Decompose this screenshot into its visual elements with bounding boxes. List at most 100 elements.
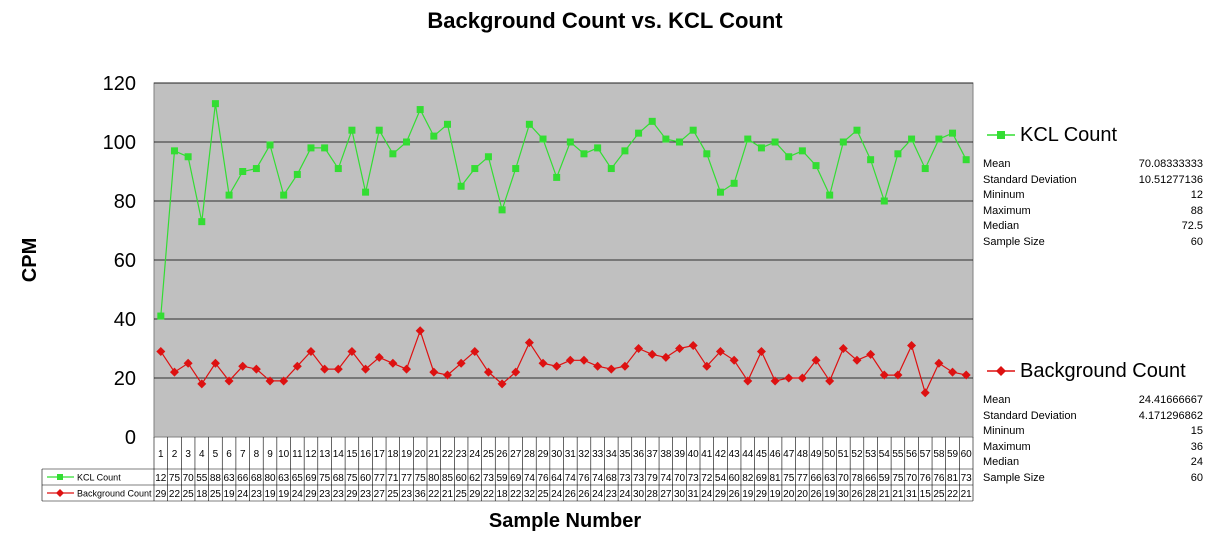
table-cell: 66 xyxy=(237,473,249,484)
stat-value: 24 xyxy=(1190,456,1203,468)
table-cell: 63 xyxy=(278,473,290,484)
table-cell: 69 xyxy=(305,473,317,484)
table-cell: 22 xyxy=(169,489,181,500)
data-point xyxy=(920,388,930,398)
data-point xyxy=(252,165,260,173)
table-cell: 26 xyxy=(810,489,822,500)
table-cell: 19 xyxy=(824,489,836,500)
stat-label: Standard Deviation xyxy=(983,409,1077,422)
x-tick-label: 10 xyxy=(278,449,290,460)
x-tick-label: 51 xyxy=(838,449,850,460)
table-cell: 22 xyxy=(483,489,495,500)
data-point xyxy=(456,358,466,368)
data-point xyxy=(594,144,602,152)
data-point xyxy=(225,191,233,199)
table-cell: 26 xyxy=(578,489,590,500)
data-point xyxy=(852,355,862,365)
stat-row: Median 72.5 xyxy=(983,219,1203,235)
stat-label: Median xyxy=(983,220,1020,232)
data-point xyxy=(620,361,630,371)
data-point xyxy=(593,361,603,371)
table-cell: 21 xyxy=(892,489,904,500)
table-cell: 59 xyxy=(879,473,891,484)
stat-value: 4.171296862 xyxy=(1138,409,1203,422)
table-cell: 85 xyxy=(442,473,454,484)
data-point xyxy=(715,346,725,356)
x-tick-label: 12 xyxy=(305,449,317,460)
x-tick-label: 50 xyxy=(824,449,836,460)
table-cell: 23 xyxy=(360,489,372,500)
table-cell: 75 xyxy=(319,473,331,484)
table-cell: 70 xyxy=(183,473,195,484)
chart-title: Background Count vs. KCL Count xyxy=(427,8,783,33)
x-tick-label: 30 xyxy=(551,449,563,460)
data-point xyxy=(293,170,301,178)
x-tick-label: 9 xyxy=(267,449,273,460)
table-cell: 22 xyxy=(510,489,522,500)
x-tick-label: 16 xyxy=(360,449,372,460)
stat-value: 10.51277136 xyxy=(1138,173,1203,186)
table-cell: 77 xyxy=(797,473,809,484)
table-cell: 29 xyxy=(346,489,358,500)
data-point xyxy=(647,349,657,359)
data-point xyxy=(292,361,302,371)
data-point xyxy=(389,150,397,158)
x-tick-label: 7 xyxy=(240,449,246,460)
legend-label-background: Background Count xyxy=(1020,360,1186,382)
stat-value: 24.41666667 xyxy=(1138,394,1203,406)
data-point xyxy=(811,355,821,365)
stat-row: Standard Deviation 4.171296862 xyxy=(983,409,1203,425)
table-row-label: KCL Count xyxy=(77,473,121,483)
data-point xyxy=(416,106,424,114)
table-cell: 29 xyxy=(756,489,768,500)
data-point xyxy=(607,165,615,173)
table-cell: 23 xyxy=(401,489,413,500)
data-point xyxy=(442,370,452,380)
stat-value: 36 xyxy=(1190,440,1203,453)
data-point xyxy=(566,138,574,146)
data-point xyxy=(375,126,383,134)
table-cell: 76 xyxy=(920,473,932,484)
table-cell: 73 xyxy=(633,473,645,484)
x-tick-label: 14 xyxy=(333,449,345,460)
table-cell: 36 xyxy=(415,489,427,500)
table-cell: 23 xyxy=(606,489,618,500)
y-axis-label: CPM xyxy=(19,238,41,282)
table-cell: 27 xyxy=(374,489,386,500)
x-tick-label: 22 xyxy=(442,449,454,460)
table-cell: 73 xyxy=(688,473,700,484)
x-tick-label: 38 xyxy=(660,449,672,460)
data-point xyxy=(333,364,343,374)
table-cell: 31 xyxy=(688,489,700,500)
data-point xyxy=(361,364,371,374)
legend-marker-background xyxy=(987,366,1015,376)
x-tick-label: 15 xyxy=(346,449,358,460)
table-cell: 19 xyxy=(770,489,782,500)
y-tick-label: 120 xyxy=(103,73,136,95)
table-cell: 24 xyxy=(592,489,604,500)
table-cell: 25 xyxy=(183,489,195,500)
data-point xyxy=(362,188,370,196)
table-cell: 60 xyxy=(360,473,372,484)
table-cell: 70 xyxy=(906,473,918,484)
data-point xyxy=(552,361,562,371)
table-cell: 59 xyxy=(497,473,509,484)
data-point xyxy=(565,355,575,365)
stat-label: Mean xyxy=(983,158,1011,170)
table-cell: 73 xyxy=(483,473,495,484)
data-point xyxy=(716,188,724,196)
data-point xyxy=(784,373,794,383)
x-tick-label: 21 xyxy=(428,449,440,460)
stat-value: 60 xyxy=(1190,471,1203,484)
y-tick-label: 40 xyxy=(114,309,136,331)
data-point xyxy=(224,376,234,386)
table-cell: 27 xyxy=(660,489,672,500)
stat-row: Maximum 88 xyxy=(983,204,1203,220)
data-point xyxy=(689,126,697,134)
data-point xyxy=(170,147,178,155)
x-tick-label: 23 xyxy=(456,449,468,460)
table-cell: 75 xyxy=(892,473,904,484)
table-cell: 23 xyxy=(251,489,263,500)
data-point xyxy=(825,376,835,386)
table-cell: 68 xyxy=(333,473,345,484)
